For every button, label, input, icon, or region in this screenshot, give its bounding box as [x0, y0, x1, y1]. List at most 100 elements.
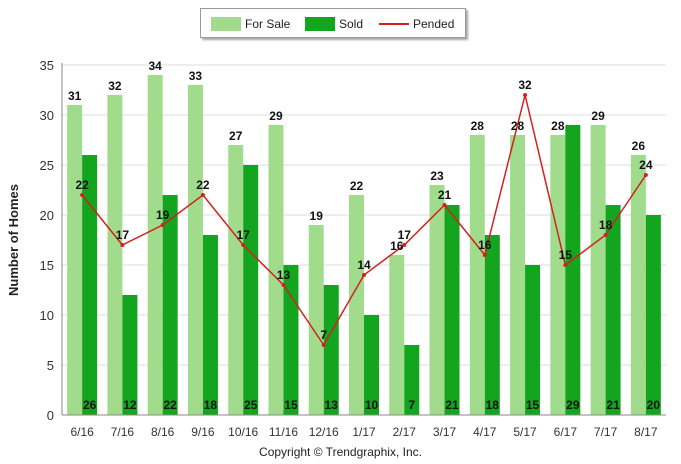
x-tick-label: 2/17 — [393, 425, 417, 439]
y-tick-label: 5 — [47, 358, 54, 373]
bar-sold — [645, 215, 661, 415]
y-axis: 0 5 10 15 20 25 30 35 — [40, 58, 63, 423]
legend-swatch-for-sale — [211, 17, 241, 31]
data-label-pended: 7 — [320, 328, 327, 342]
data-label-pended: 21 — [438, 188, 452, 202]
data-label-for-sale: 33 — [189, 69, 203, 83]
data-label-pended: 13 — [277, 268, 291, 282]
data-label-sold: 15 — [284, 398, 298, 412]
data-label-pended: 17 — [398, 228, 412, 242]
bar-sold — [364, 315, 379, 415]
pended-point — [200, 193, 205, 197]
x-tick-label: 12/16 — [309, 425, 339, 439]
data-label-pended: 17 — [237, 228, 251, 242]
x-tick-label: 9/16 — [191, 425, 215, 439]
pended-point — [321, 343, 326, 347]
legend-swatch-pended — [379, 23, 409, 25]
data-label-pended: 22 — [196, 178, 210, 192]
bar-for-sale — [107, 95, 123, 415]
legend-item-pended: Pended — [379, 17, 454, 31]
data-label-sold: 12 — [123, 398, 137, 412]
y-tick-label: 35 — [40, 58, 54, 73]
data-label-for-sale: 27 — [229, 129, 243, 143]
bar-for-sale — [349, 195, 364, 415]
bar-sold — [243, 165, 259, 415]
bar-for-sale — [147, 75, 163, 415]
pended-point — [241, 243, 246, 247]
data-label-for-sale: 23 — [430, 169, 444, 183]
data-labels: 31 26 32 12 34 22 33 18 27 25 29 15 19 13 22 10 16 7 23 21 2… — [68, 59, 660, 412]
data-label-sold: 7 — [408, 398, 415, 412]
pended-point — [603, 233, 608, 237]
x-tick-label: 6/16 — [70, 425, 94, 439]
legend: For Sale Sold Pended — [200, 8, 466, 38]
bar-sold — [323, 285, 339, 415]
legend-item-sold: Sold — [305, 17, 363, 31]
data-label-pended: 22 — [75, 178, 89, 192]
bar-for-sale — [389, 255, 405, 415]
pended-point — [643, 173, 648, 177]
pended-point — [120, 243, 125, 247]
bar-sold — [444, 205, 460, 415]
x-tick-label: 11/16 — [269, 425, 298, 439]
copyright-text: Copyright © Trendgraphix, Inc. — [259, 445, 422, 459]
data-label-for-sale: 22 — [350, 179, 364, 193]
bar-sold — [605, 205, 621, 415]
bar-for-sale — [268, 125, 284, 415]
data-label-for-sale: 26 — [632, 139, 646, 153]
bar-for-sale — [308, 225, 324, 415]
bar-sold — [82, 155, 98, 415]
legend-label-pended: Pended — [413, 17, 455, 31]
pended-point — [482, 253, 487, 257]
data-label-sold: 18 — [204, 398, 218, 412]
data-label-sold: 21 — [606, 398, 620, 412]
data-label-pended: 19 — [156, 208, 170, 222]
bar-sold — [565, 125, 581, 415]
bar-for-sale — [67, 105, 83, 415]
x-tick-label: 7/17 — [594, 425, 618, 439]
bar-for-sale — [228, 145, 244, 415]
bar-sold — [122, 295, 138, 415]
y-axis-title: Number of Homes — [6, 184, 21, 296]
data-label-pended: 32 — [518, 78, 532, 92]
bar-sold — [202, 235, 218, 415]
pended-series — [80, 93, 648, 347]
x-tick-label: 8/17 — [634, 425, 658, 439]
y-tick-label: 25 — [40, 158, 54, 173]
data-label-sold: 18 — [486, 398, 500, 412]
y-tick-label: 15 — [40, 258, 54, 273]
x-tick-label: 6/17 — [554, 425, 578, 439]
data-label-for-sale: 28 — [471, 119, 485, 133]
pended-point — [563, 263, 568, 267]
data-label-sold: 22 — [163, 398, 177, 412]
data-label-for-sale: 16 — [390, 239, 404, 253]
data-label-for-sale: 31 — [68, 89, 82, 103]
bar-for-sale — [187, 85, 203, 415]
data-label-pended: 15 — [559, 248, 573, 262]
legend-item-for-sale: For Sale — [211, 17, 290, 31]
y-tick-label: 30 — [40, 108, 54, 123]
bar-sold — [484, 235, 500, 415]
data-label-for-sale: 29 — [269, 109, 283, 123]
data-label-sold: 13 — [325, 398, 339, 412]
bar-for-sale — [590, 125, 606, 415]
x-tick-label: 5/17 — [513, 425, 537, 439]
pended-point — [402, 243, 407, 247]
bar-sold — [404, 345, 420, 415]
data-label-for-sale: 28 — [551, 119, 565, 133]
data-label-for-sale: 29 — [591, 109, 605, 123]
data-label-for-sale: 34 — [148, 59, 162, 73]
x-tick-label: 4/17 — [473, 425, 497, 439]
x-axis: 6/16 7/16 8/16 9/16 10/16 11/16 12/16 1/17 2/17 3… — [62, 414, 666, 439]
data-label-pended: 16 — [478, 238, 492, 252]
data-label-for-sale: 19 — [310, 209, 324, 223]
bar-for-sale — [429, 185, 445, 415]
bar-for-sale — [630, 155, 646, 415]
bars — [67, 75, 661, 415]
bar-sold — [525, 265, 541, 415]
data-label-for-sale: 28 — [511, 119, 525, 133]
data-label-sold: 29 — [566, 398, 580, 412]
legend-swatch-sold — [305, 17, 335, 31]
x-tick-label: 3/17 — [433, 425, 457, 439]
